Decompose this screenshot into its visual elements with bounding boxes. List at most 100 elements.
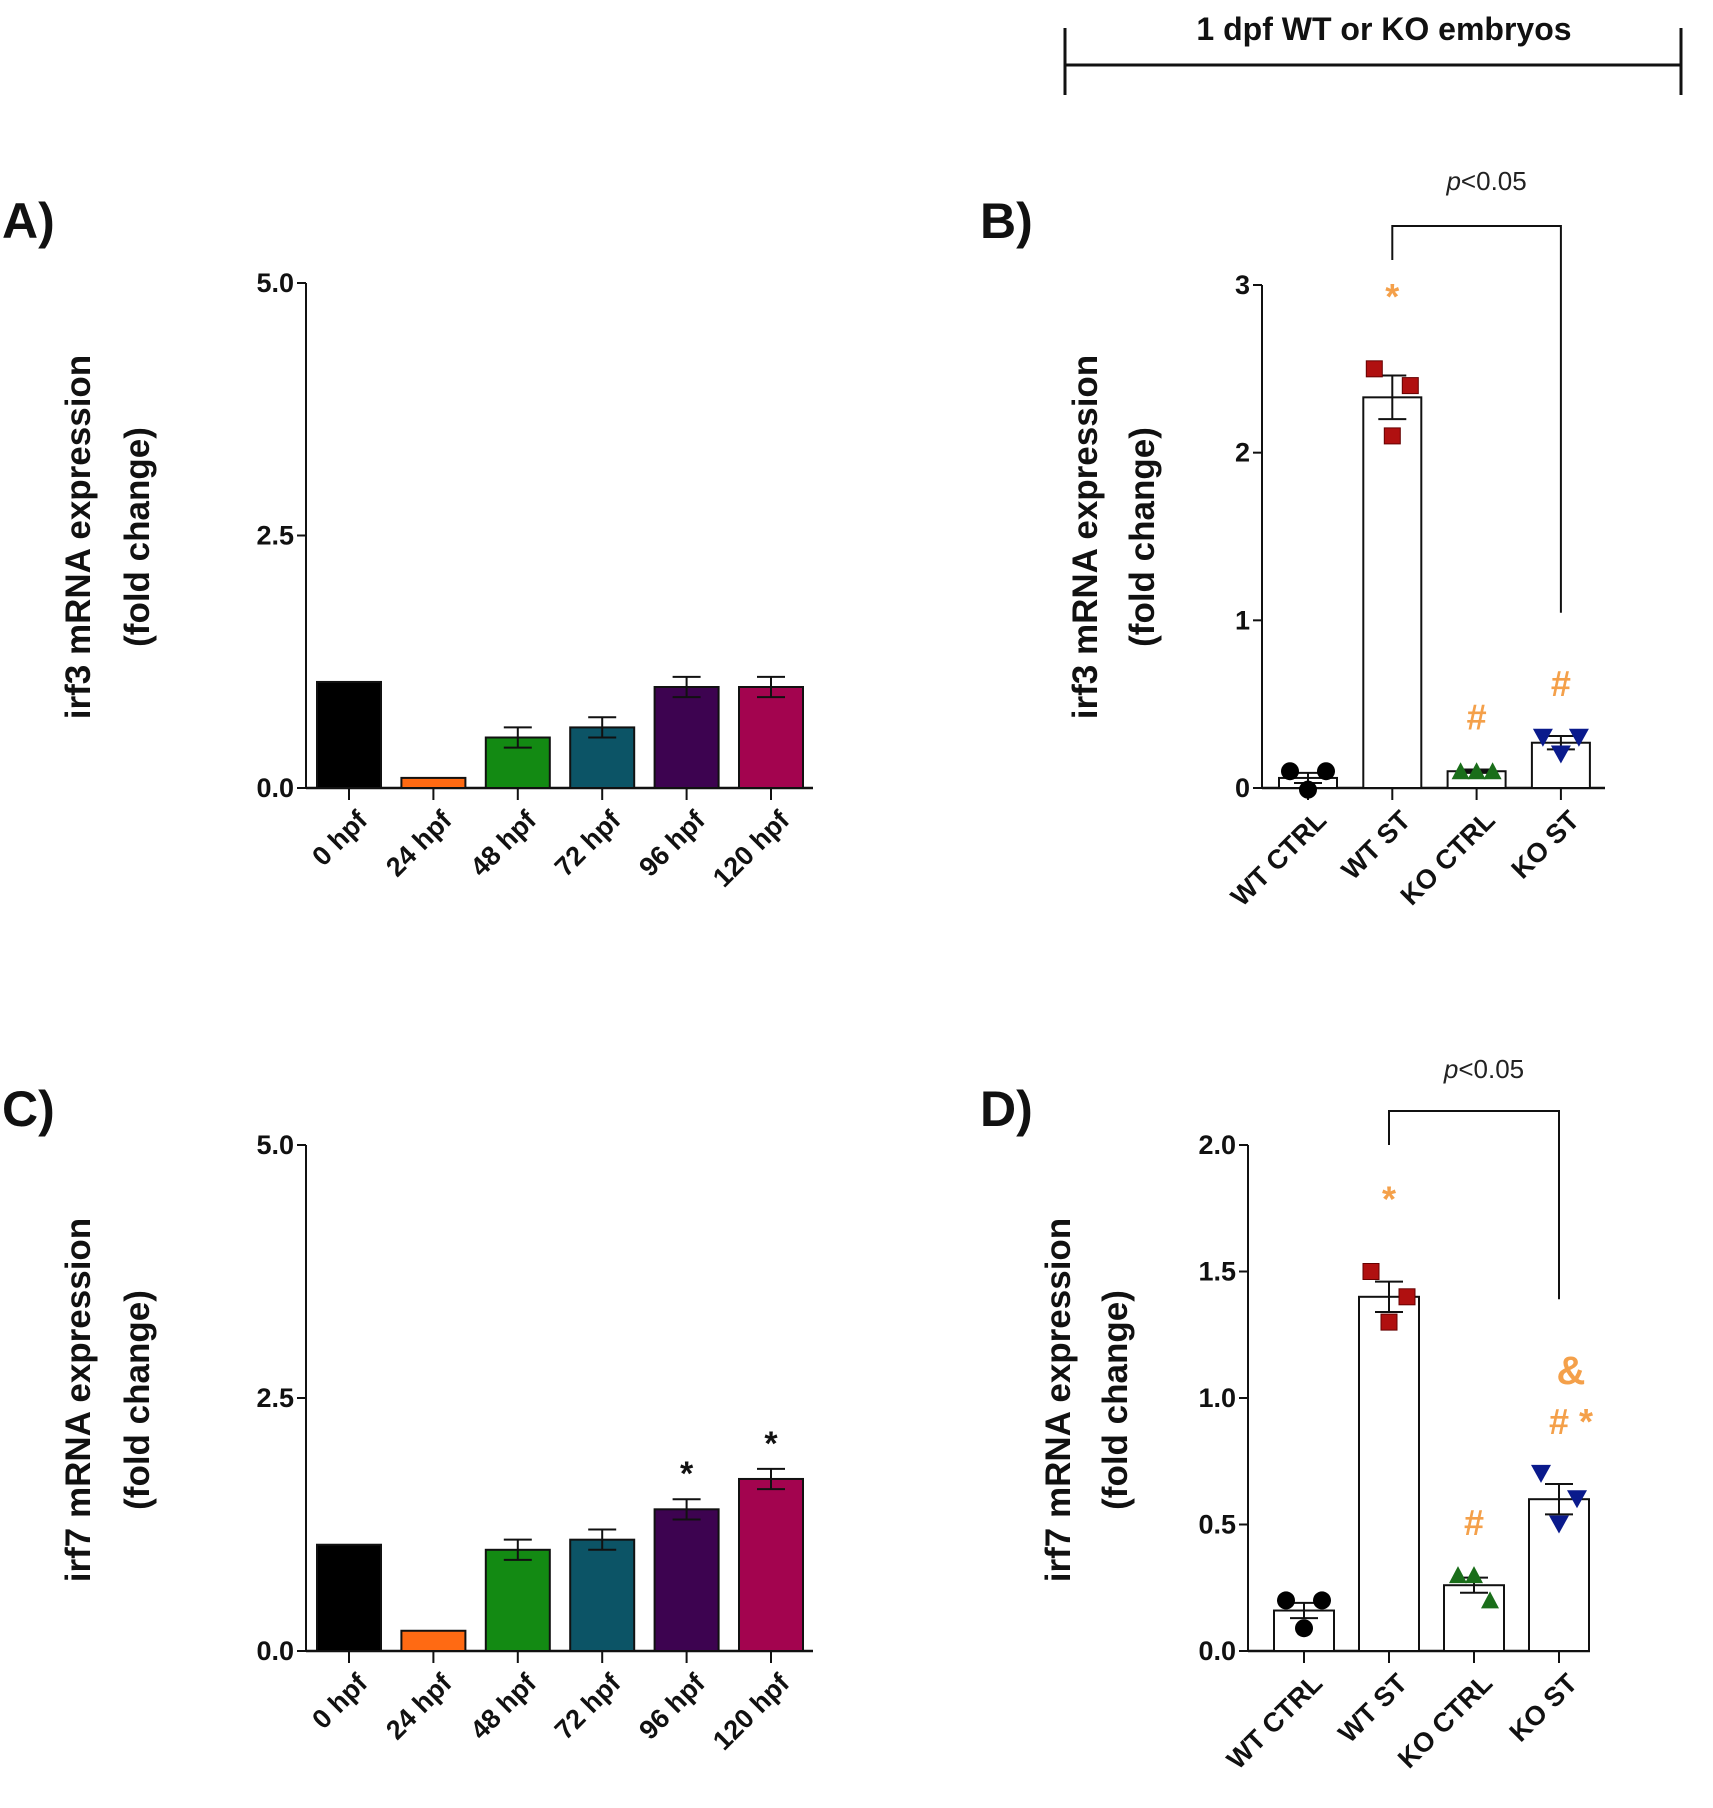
data-point-triangle-up [1481, 1591, 1499, 1609]
panel-label: B) [980, 193, 1033, 249]
significance-marker: * [764, 1425, 778, 1463]
y-axis-title-unit: (fold change) [1123, 427, 1162, 647]
y-tick-label: 0 [1235, 773, 1250, 803]
comparison-bracket [1388, 1110, 1560, 1300]
bar [738, 1477, 804, 1652]
x-tick-label: 72 hpf [549, 1667, 627, 1745]
y-tick-label: 3 [1235, 270, 1250, 300]
header-title: 1 dpf WT or KO embryos [1196, 11, 1571, 47]
data-point-triangle-down [1531, 1464, 1551, 1483]
x-tick-label: 72 hpf [549, 804, 627, 882]
data-point-square [1401, 377, 1419, 395]
data-point-triangle-up [1451, 762, 1470, 780]
x-tick-label: WT ST [1333, 1668, 1414, 1749]
y-tick-label: 1.0 [1198, 1383, 1236, 1413]
data-point-triangle-down [1550, 745, 1571, 764]
data-point-circle [1317, 762, 1335, 781]
data-point-circle [1313, 1591, 1331, 1610]
significance-marker: * [1385, 276, 1399, 317]
y-axis-title-unit: (fold change) [118, 427, 157, 647]
y-tick-label: 2 [1235, 438, 1250, 468]
panel-label: D) [980, 1081, 1033, 1137]
bar [316, 680, 382, 790]
y-axis-title-unit: (fold change) [1096, 1290, 1135, 1510]
x-tick-label: KO CTRL [1392, 1668, 1498, 1774]
x-tick-label: WT ST [1336, 805, 1417, 886]
significance-marker-ampersand: & [1557, 1349, 1586, 1393]
chart-panel-a: A) irf3 mRNA expression (fold change) 0.0 2.… [2, 193, 813, 893]
data-point-triangle-down [1549, 1515, 1569, 1534]
y-tick-label: 2.0 [1198, 1130, 1236, 1160]
bar [569, 1538, 636, 1653]
x-tick-label: 48 hpf [465, 1667, 543, 1745]
data-point-triangle-up [1465, 1566, 1483, 1584]
y-tick-label: 5.0 [256, 268, 294, 298]
x-tick-label: 0 hpf [306, 1667, 374, 1735]
data-point-circle [1281, 762, 1299, 781]
y-tick-label: 1 [1235, 605, 1250, 635]
header: 1 dpf WT or KO embryos [1063, 11, 1683, 95]
x-tick-label: WT CTRL [1225, 805, 1332, 912]
data-point-triangle-down [1567, 1490, 1587, 1509]
data-point-triangle-up [1467, 762, 1486, 780]
significance-marker: * [1382, 1179, 1396, 1220]
data-point-square [1383, 427, 1401, 445]
bar [400, 1629, 467, 1653]
chart-panel-d: D) irf7 mRNA expression (fold change) 0.0 0.… [980, 1054, 1593, 1775]
y-axis-title: irf3 mRNA expression [1066, 355, 1105, 719]
x-tick-label: 48 hpf [465, 804, 543, 882]
data-point-circle [1277, 1591, 1295, 1610]
y-tick-label: 2.5 [256, 1383, 294, 1413]
bar [316, 1543, 382, 1652]
bar [1443, 1584, 1505, 1652]
significance-marker: # [1467, 697, 1487, 738]
chart-panel-c: C) irf7 mRNA expression (fold change) 0.0 2.… [2, 1081, 813, 1756]
y-tick-label: 5.0 [256, 1130, 294, 1160]
p-threshold: <0.05 [1461, 166, 1527, 196]
data-point-triangle-down [1568, 728, 1589, 747]
x-tick-label: 24 hpf [380, 1667, 458, 1745]
x-tick-label: WT CTRL [1221, 1668, 1328, 1775]
x-tick-label: 120 hpf [707, 804, 796, 893]
data-point-circle [1295, 1619, 1313, 1638]
data-point-square [1365, 360, 1383, 378]
p-threshold: <0.05 [1458, 1054, 1524, 1084]
y-axis-title: irf7 mRNA expression [1039, 1218, 1078, 1582]
panel-label: C) [2, 1081, 55, 1137]
data-point-triangle-down [1532, 728, 1553, 747]
x-tick-label: KO ST [1505, 805, 1585, 885]
data-point-triangle-up [1483, 762, 1502, 780]
x-tick-label: 96 hpf [633, 1667, 711, 1745]
y-axis-title-unit: (fold change) [118, 1290, 157, 1510]
bar [653, 1508, 720, 1652]
bar [1358, 1295, 1420, 1653]
panel-label: A) [2, 193, 55, 249]
y-tick-label: 1.5 [1198, 1257, 1236, 1287]
y-tick-label: 0.5 [1198, 1510, 1236, 1540]
x-tick-label: 0 hpf [306, 804, 374, 872]
chart-panel-b: B) irf3 mRNA expression (fold change) 0 1 2 3 W… [980, 166, 1605, 912]
p-value-label: p<0.05 [1443, 1054, 1524, 1084]
bar [1362, 396, 1423, 789]
x-tick-label: KO ST [1504, 1668, 1584, 1748]
y-axis-title: irf3 mRNA expression [59, 355, 98, 719]
data-point-square [1398, 1288, 1416, 1306]
x-tick-label: 24 hpf [380, 804, 458, 882]
comparison-bracket [1391, 225, 1562, 613]
y-tick-label: 0.0 [256, 773, 294, 803]
x-tick-label: 96 hpf [633, 804, 711, 882]
significance-marker: * [680, 1455, 694, 1493]
bar [400, 776, 467, 790]
significance-marker: # * [1549, 1401, 1593, 1442]
data-point-triangle-up [1449, 1566, 1467, 1584]
p-italic: p [1445, 166, 1460, 196]
y-axis-title: irf7 mRNA expression [59, 1218, 98, 1582]
bar [738, 686, 804, 789]
p-italic: p [1443, 1054, 1458, 1084]
bar [484, 1548, 551, 1653]
bar [653, 686, 720, 789]
data-point-circle [1299, 780, 1317, 799]
y-tick-label: 0.0 [256, 1636, 294, 1666]
significance-marker: # [1551, 663, 1571, 704]
data-point-square [1380, 1313, 1398, 1331]
